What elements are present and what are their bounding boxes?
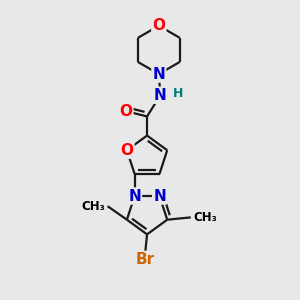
- Text: N: N: [154, 88, 167, 103]
- Text: O: O: [152, 18, 165, 33]
- Text: O: O: [120, 143, 134, 158]
- Text: CH₃: CH₃: [82, 200, 105, 213]
- Text: CH₃: CH₃: [193, 211, 217, 224]
- Text: O: O: [119, 103, 132, 118]
- Text: N: N: [153, 188, 166, 203]
- Text: H: H: [173, 87, 184, 100]
- Text: N: N: [152, 67, 165, 82]
- Text: Br: Br: [135, 252, 154, 267]
- Text: N: N: [128, 188, 141, 203]
